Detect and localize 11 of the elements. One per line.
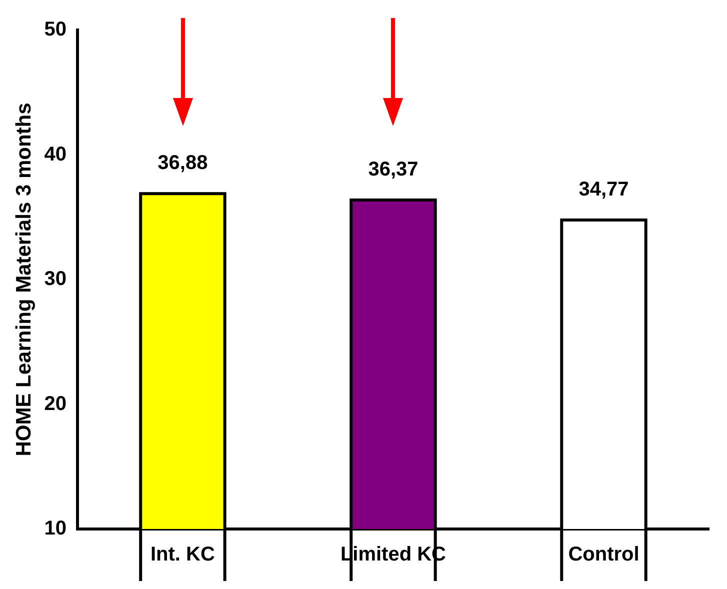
data-label: 34,77 <box>578 178 629 201</box>
y-axis-title: HOME Learning Materials 3 months <box>12 102 36 456</box>
y-tick-label: 30 <box>44 268 66 290</box>
y-tick-label: 10 <box>44 518 66 540</box>
data-label: 36,88 <box>158 152 208 174</box>
y-tick-label: 40 <box>44 143 66 166</box>
data-label: 36,37 <box>368 158 418 181</box>
y-tick-label: 50 <box>44 18 66 41</box>
x-tick-label: Control <box>568 544 640 566</box>
x-tick-label: Int. KC <box>150 544 215 566</box>
y-tick-label: 20 <box>44 392 66 415</box>
